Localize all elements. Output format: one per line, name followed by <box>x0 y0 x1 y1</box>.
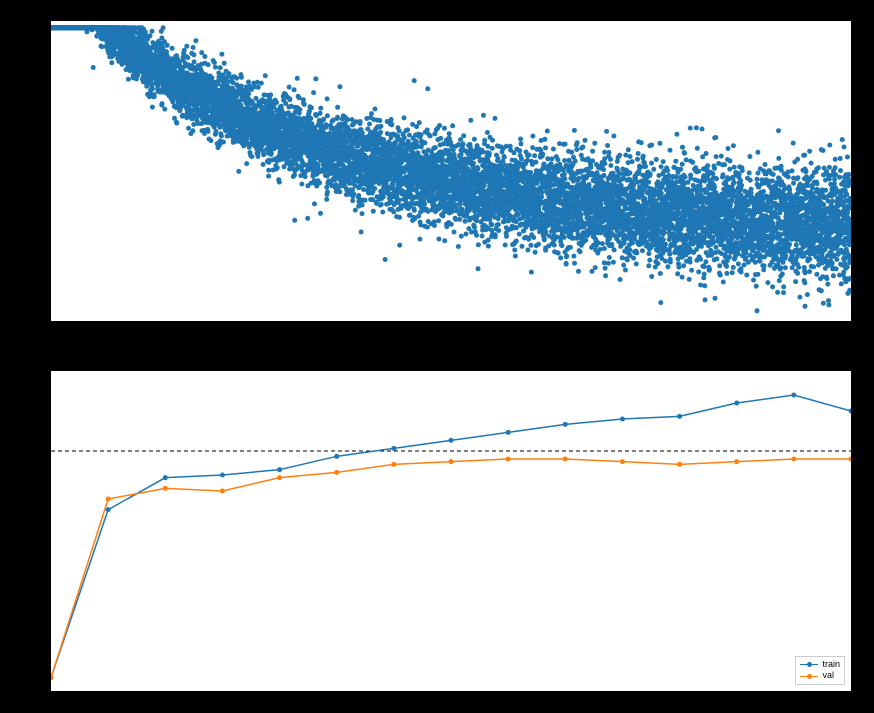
legend-line-icon <box>800 664 818 665</box>
legend-entry-val: val <box>800 670 840 682</box>
line-panel: train val <box>50 370 852 692</box>
legend-label: val <box>822 670 834 682</box>
scatter-panel <box>50 20 852 322</box>
line-plot-svg <box>51 371 851 691</box>
legend-entry-train: train <box>800 659 840 671</box>
scatter-plot-svg <box>51 21 851 321</box>
legend-marker-icon <box>807 674 812 679</box>
legend-marker-icon <box>807 662 812 667</box>
legend-label: train <box>822 659 840 671</box>
legend-line-icon <box>800 676 818 677</box>
legend: train val <box>795 656 845 685</box>
